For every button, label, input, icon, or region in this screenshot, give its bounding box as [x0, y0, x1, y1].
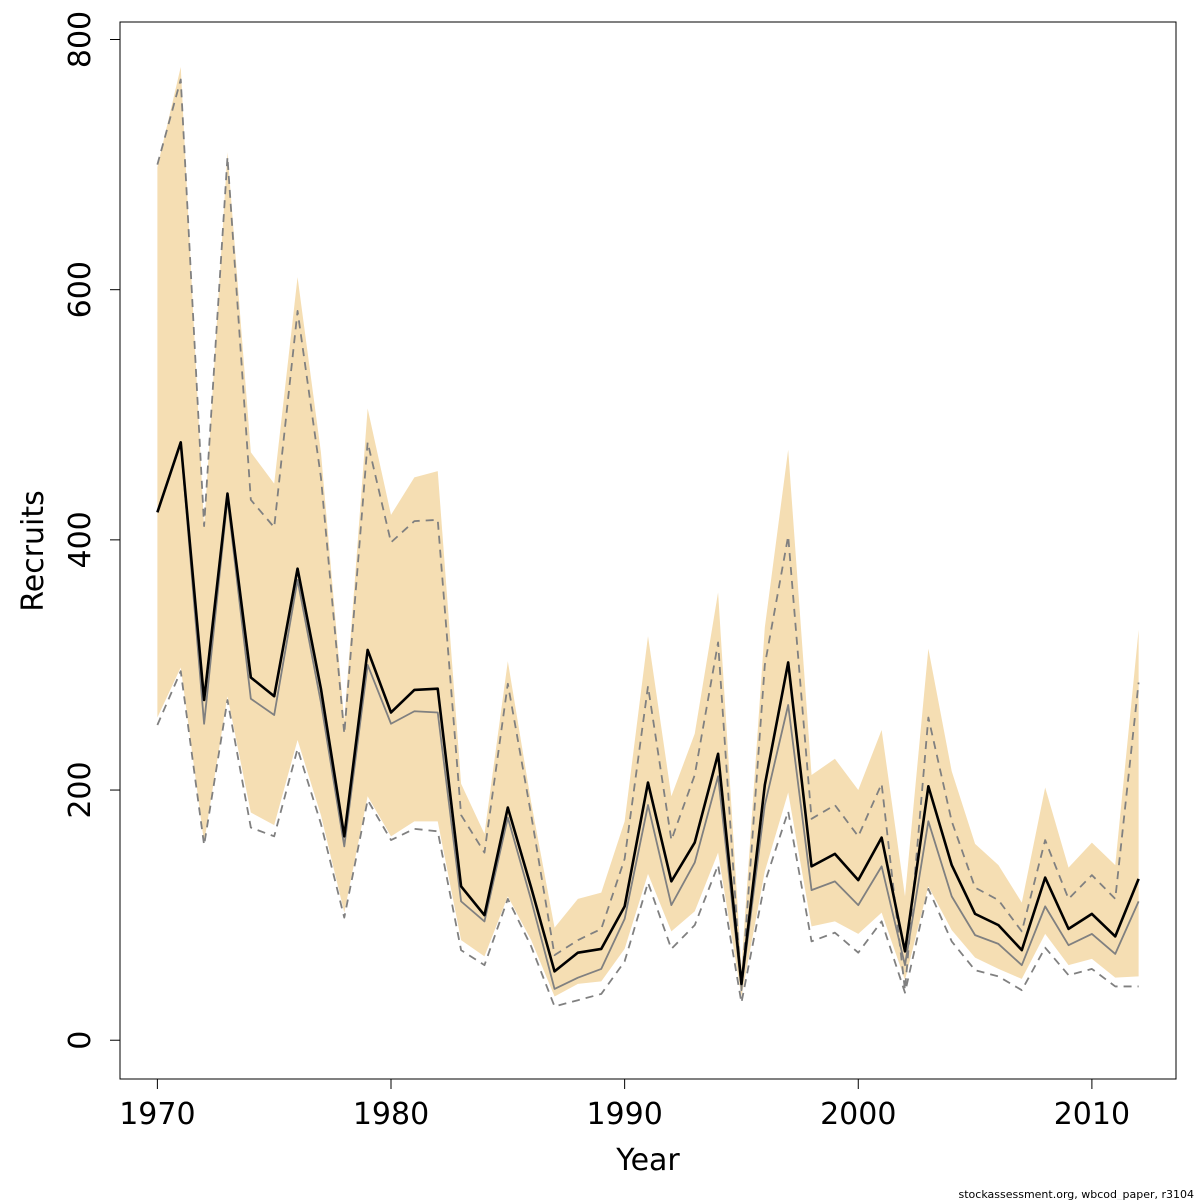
y-tick-label: 400: [63, 511, 98, 568]
y-tick-label: 800: [63, 11, 98, 68]
confidence-band: [157, 67, 1139, 997]
y-tick-label: 200: [63, 761, 98, 818]
y-tick-label: 0: [63, 1031, 98, 1050]
series-lines-layer: [156, 78, 1140, 1008]
y-tick-label: 600: [63, 261, 98, 318]
x-tick-label: 1970: [119, 1097, 195, 1132]
footer-credit: stockassessment.org, wbcod_paper, r3104: [959, 1188, 1194, 1200]
x-axis-title: Year: [615, 1143, 680, 1178]
x-tick-label: 2000: [820, 1097, 896, 1132]
y-axis: 0 200 400 600 800: [63, 11, 121, 1050]
estimate-line-0: [156, 440, 1140, 986]
x-axis: 1970 1980 1990 2000 2010: [119, 1078, 1130, 1132]
x-tick-label: 2010: [1054, 1097, 1130, 1132]
x-tick-label: 1980: [353, 1097, 429, 1132]
alternate-estimate-line-1: [156, 441, 1140, 990]
bound-line-3: [156, 670, 1139, 1008]
confidence-band-layer: [157, 67, 1139, 997]
x-tick-label: 1990: [586, 1097, 662, 1132]
bound-line-2: [156, 78, 1140, 992]
y-axis-title: Recruits: [16, 490, 51, 612]
